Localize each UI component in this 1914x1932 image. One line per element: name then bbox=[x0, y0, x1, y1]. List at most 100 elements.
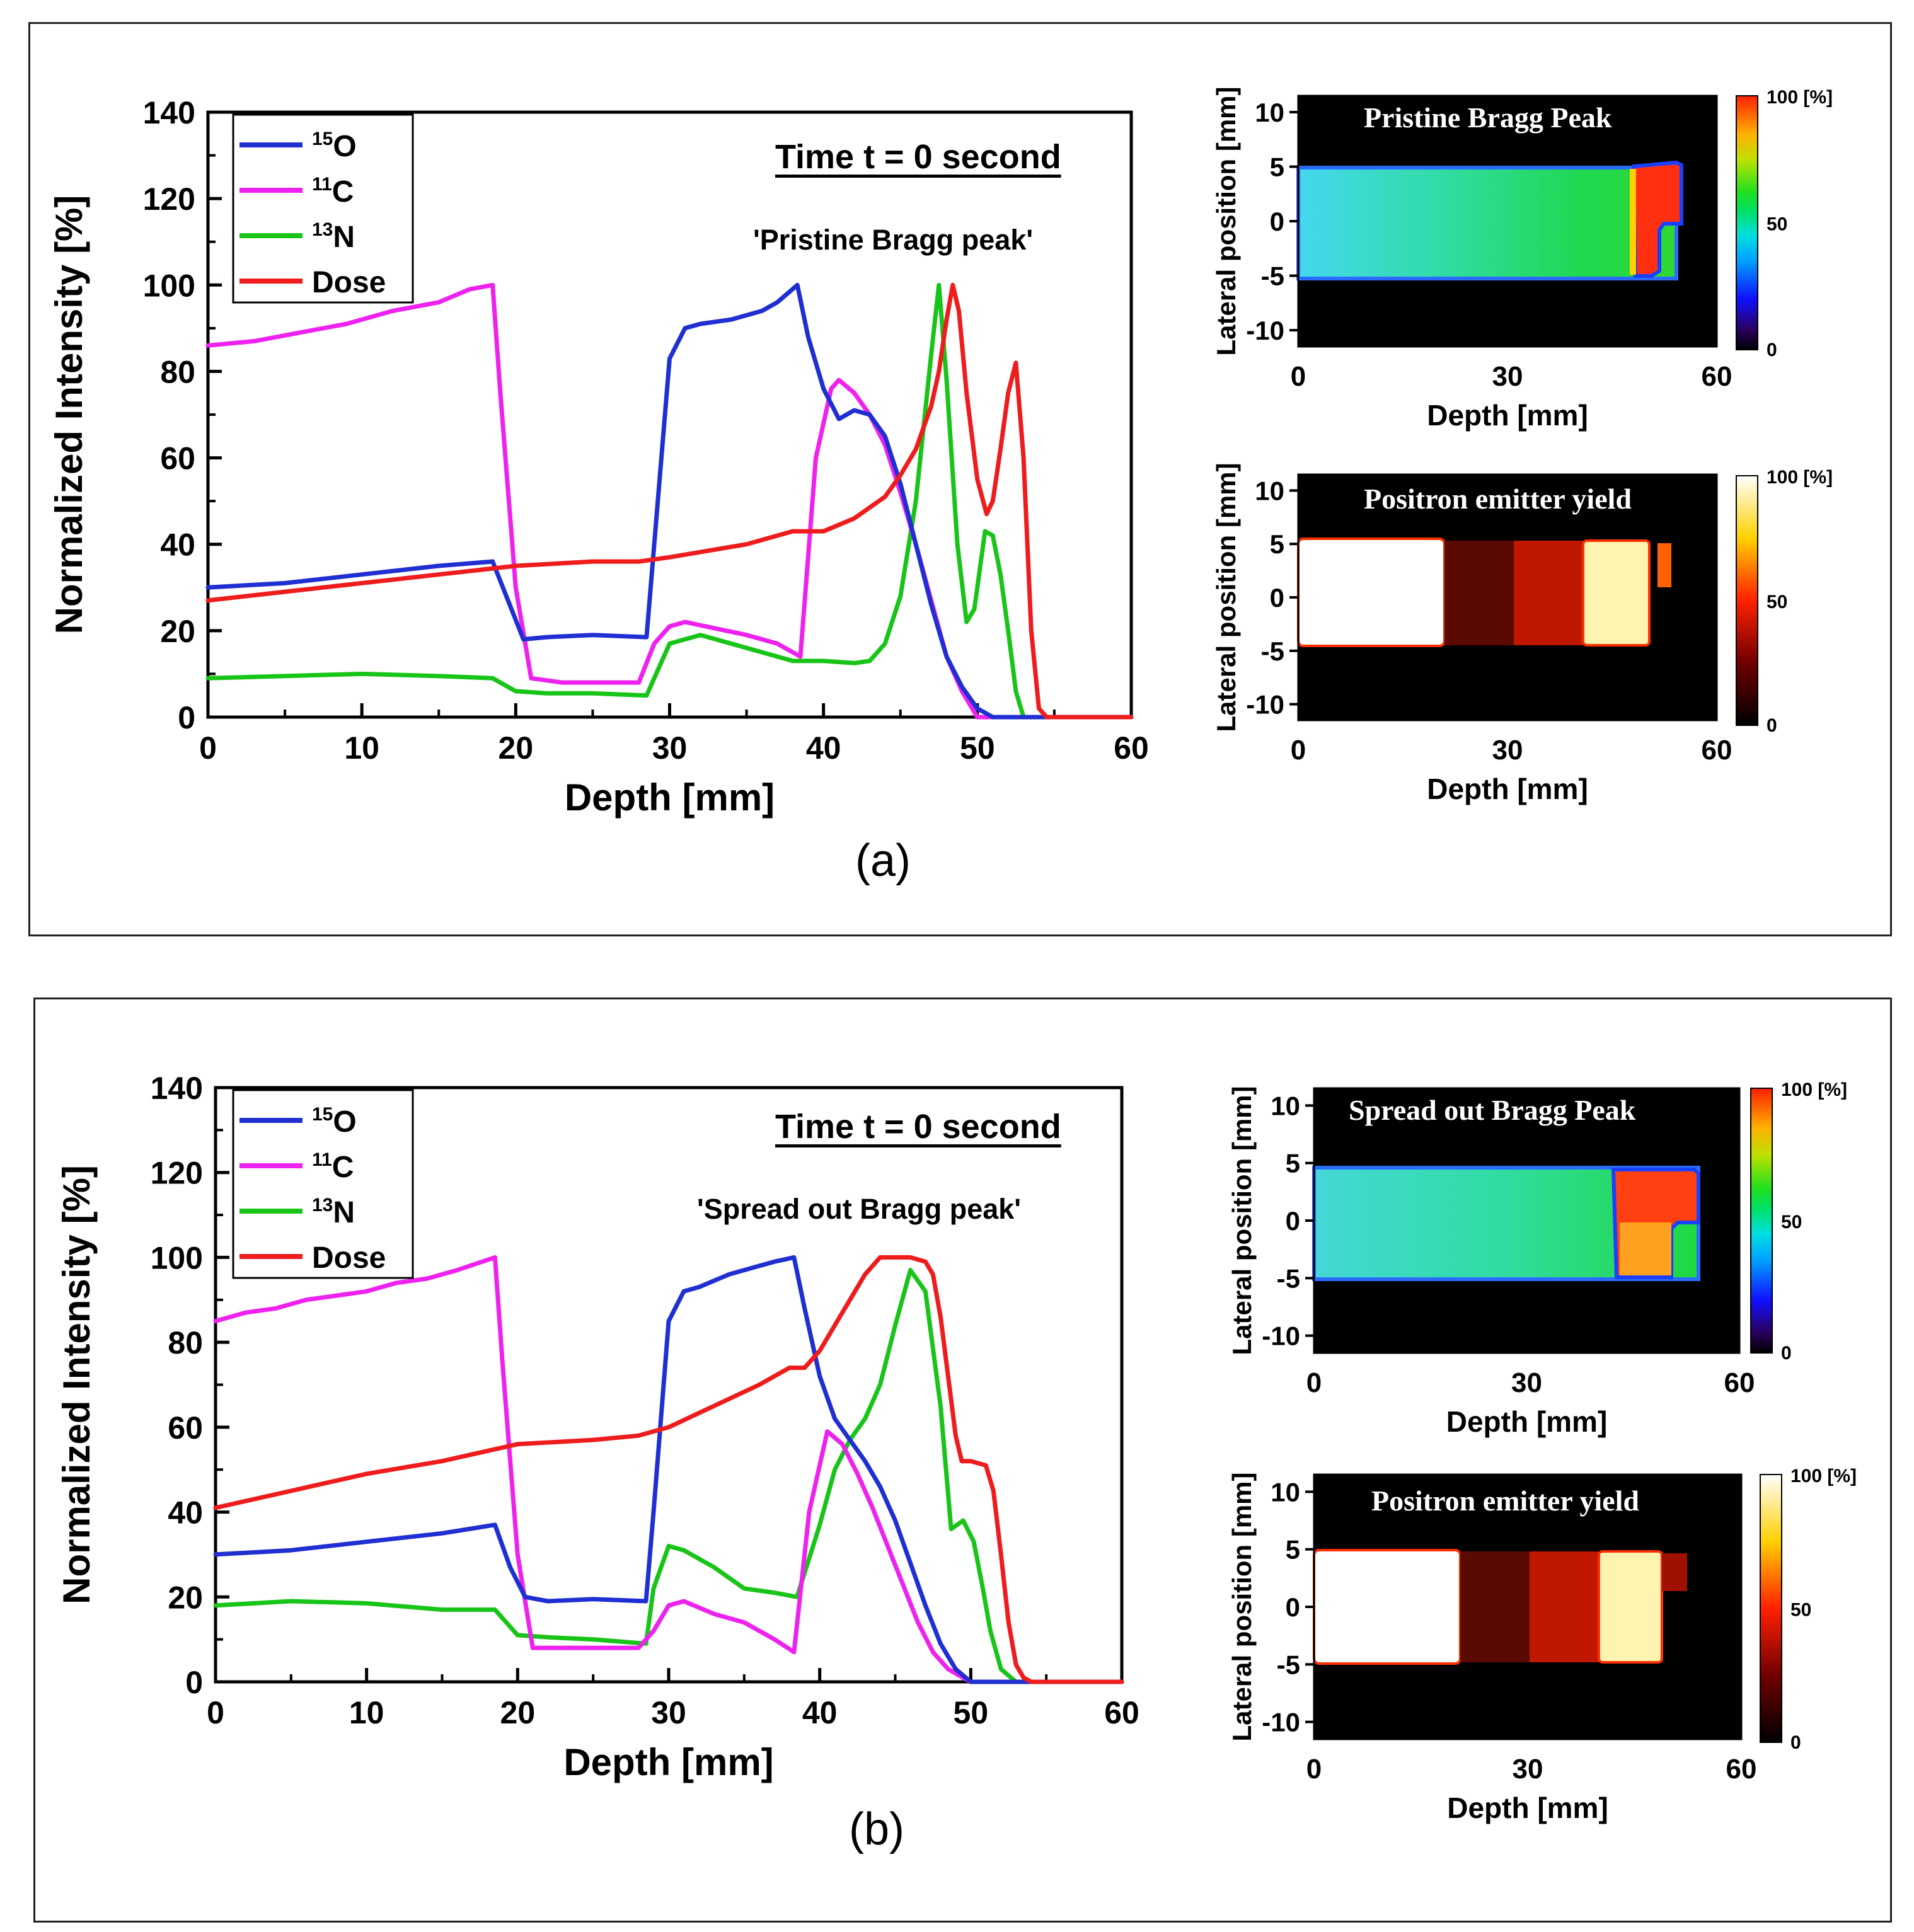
dose-map-a-peak-region bbox=[1631, 160, 1683, 278]
heatmap-y-tick-label: -10 bbox=[1262, 1708, 1300, 1737]
y-tick-label: 20 bbox=[160, 614, 195, 649]
x-tick-label: 50 bbox=[960, 730, 995, 766]
legend-label: 13N bbox=[312, 1195, 355, 1229]
y-tick-label: 80 bbox=[168, 1325, 203, 1360]
colorbar-label: 50 bbox=[1781, 1212, 1802, 1233]
x-tick-label: 40 bbox=[802, 1695, 838, 1730]
colorbar-label: 100 [%] bbox=[1790, 1466, 1857, 1486]
dose-map-a-title: Pristine Bragg Peak bbox=[1364, 101, 1612, 134]
x-tick-label: 20 bbox=[499, 730, 534, 766]
series-line-Dose bbox=[205, 282, 1134, 720]
colorbar-label: 100 [%] bbox=[1767, 87, 1833, 108]
x-tick-label: 30 bbox=[652, 730, 688, 766]
pet-map-b-tail bbox=[1662, 1553, 1687, 1591]
heatmap-y-axis-label: Lateral position [mm] bbox=[1211, 463, 1241, 732]
y-tick-label: 20 bbox=[168, 1580, 203, 1615]
series-line-15O bbox=[205, 282, 1134, 720]
heatmap-y-tick-label: -10 bbox=[1262, 1321, 1300, 1351]
heatmap-y-tick-label: -5 bbox=[1261, 262, 1284, 291]
legend-label: 11C bbox=[312, 1149, 354, 1184]
heatmap-frame bbox=[1297, 473, 1718, 722]
heatmap-y-tick-label: 10 bbox=[1255, 98, 1284, 127]
colorbar-label: 50 bbox=[1790, 1600, 1811, 1621]
heatmap-x-axis-label: Depth [mm] bbox=[1447, 1791, 1608, 1824]
heatmap-x-tick-label: 30 bbox=[1492, 361, 1523, 392]
colorbar-label: 100 [%] bbox=[1767, 467, 1833, 488]
heatmap-y-tick-label: 0 bbox=[1286, 1206, 1300, 1236]
series-line-Dose bbox=[213, 1255, 1124, 1684]
x-tick-label: 60 bbox=[1114, 730, 1149, 766]
legend-label: 11C bbox=[312, 174, 354, 209]
panel-b-label: (b) bbox=[849, 1804, 904, 1854]
series-line-13N bbox=[213, 1268, 1124, 1684]
dose-map-a-beam bbox=[1296, 166, 1678, 280]
heatmap-y-tick-label: -10 bbox=[1246, 690, 1284, 720]
pet-map-a-mid-band bbox=[1514, 541, 1583, 645]
heatmap-x-tick-label: 0 bbox=[1306, 1754, 1322, 1785]
heatmap-y-tick-label: -10 bbox=[1246, 316, 1284, 345]
series-line-13N bbox=[205, 282, 1134, 720]
series-line-15O bbox=[213, 1255, 1124, 1684]
x-tick-label: 10 bbox=[344, 730, 379, 766]
panel-b-time-title: Time t = 0 second bbox=[775, 1108, 1061, 1146]
y-tick-label: 100 bbox=[143, 268, 195, 303]
pet-map-b-title: Positron emitter yield bbox=[1371, 1485, 1639, 1517]
pet-map-b-high-band bbox=[1598, 1550, 1663, 1664]
pet-map-a-colorbar bbox=[1736, 475, 1758, 726]
heatmap-y-tick-label: -5 bbox=[1277, 1263, 1300, 1293]
heatmap-y-axis-label: Lateral position [mm] bbox=[1227, 1086, 1257, 1355]
series-line-11C bbox=[213, 1255, 1124, 1684]
heatmap-frame bbox=[1313, 1473, 1743, 1740]
heatmap-x-tick-label: 30 bbox=[1492, 735, 1523, 766]
heatmap-y-tick-label: 5 bbox=[1270, 152, 1284, 181]
pet-map-b-mid-band bbox=[1530, 1551, 1599, 1662]
legend-label: 15O bbox=[312, 129, 357, 163]
heatmap-y-tick-label: 5 bbox=[1286, 1535, 1300, 1565]
y-tick-label: 40 bbox=[160, 527, 195, 563]
pet-map-a-high-band bbox=[1582, 539, 1651, 647]
y-tick-label: 140 bbox=[151, 1071, 203, 1106]
pet-map-b-low-band bbox=[1460, 1551, 1530, 1662]
heatmap-y-tick-label: 5 bbox=[1270, 529, 1284, 559]
heatmap-y-tick-label: 10 bbox=[1255, 476, 1284, 505]
colorbar-label: 0 bbox=[1767, 715, 1777, 736]
x-tick-label: 10 bbox=[349, 1695, 384, 1730]
dose-map-b-title: Spread out Bragg Peak bbox=[1349, 1094, 1636, 1126]
y-axis-label: Normalized Intensity [%] bbox=[48, 195, 90, 635]
y-tick-label: 120 bbox=[151, 1156, 203, 1191]
heatmap-x-tick-label: 60 bbox=[1724, 1367, 1755, 1398]
pet-map-a-tail bbox=[1657, 543, 1671, 587]
colorbar-label: 0 bbox=[1781, 1343, 1792, 1364]
heatmap-y-tick-label: -5 bbox=[1261, 636, 1284, 666]
heatmap-y-tick-label: -5 bbox=[1277, 1650, 1300, 1679]
heatmap-frame bbox=[1297, 95, 1718, 348]
y-tick-label: 80 bbox=[160, 354, 195, 389]
heatmap-frame bbox=[1313, 1087, 1741, 1354]
heatmap-y-tick-label: 0 bbox=[1270, 207, 1284, 236]
colorbar-label: 50 bbox=[1767, 592, 1787, 612]
heatmap-x-tick-label: 0 bbox=[1306, 1367, 1322, 1398]
y-tick-label: 100 bbox=[151, 1240, 203, 1275]
dose-map-b-colorbar bbox=[1750, 1088, 1773, 1354]
heatmap-y-axis-label: Lateral position [mm] bbox=[1211, 86, 1241, 355]
x-tick-label: 0 bbox=[207, 1695, 224, 1730]
legend-label: 15O bbox=[312, 1104, 357, 1139]
colorbar-label: 100 [%] bbox=[1781, 1079, 1847, 1100]
x-tick-label: 50 bbox=[954, 1695, 989, 1730]
y-tick-label: 40 bbox=[168, 1495, 203, 1531]
heatmap-y-tick-label: 10 bbox=[1271, 1091, 1300, 1120]
heatmap-y-tick-label: 5 bbox=[1286, 1149, 1300, 1178]
y-tick-label: 60 bbox=[160, 441, 195, 476]
x-tick-label: 0 bbox=[199, 730, 217, 766]
heatmap-x-tick-label: 60 bbox=[1702, 361, 1732, 392]
y-tick-label: 120 bbox=[143, 181, 195, 217]
colorbar-label: 50 bbox=[1767, 214, 1787, 235]
heatmap-x-tick-label: 30 bbox=[1511, 1367, 1542, 1398]
pet-map-a-low-band bbox=[1444, 541, 1514, 645]
heatmap-y-tick-label: 0 bbox=[1286, 1592, 1300, 1622]
pet-map-b-colorbar bbox=[1760, 1474, 1782, 1743]
